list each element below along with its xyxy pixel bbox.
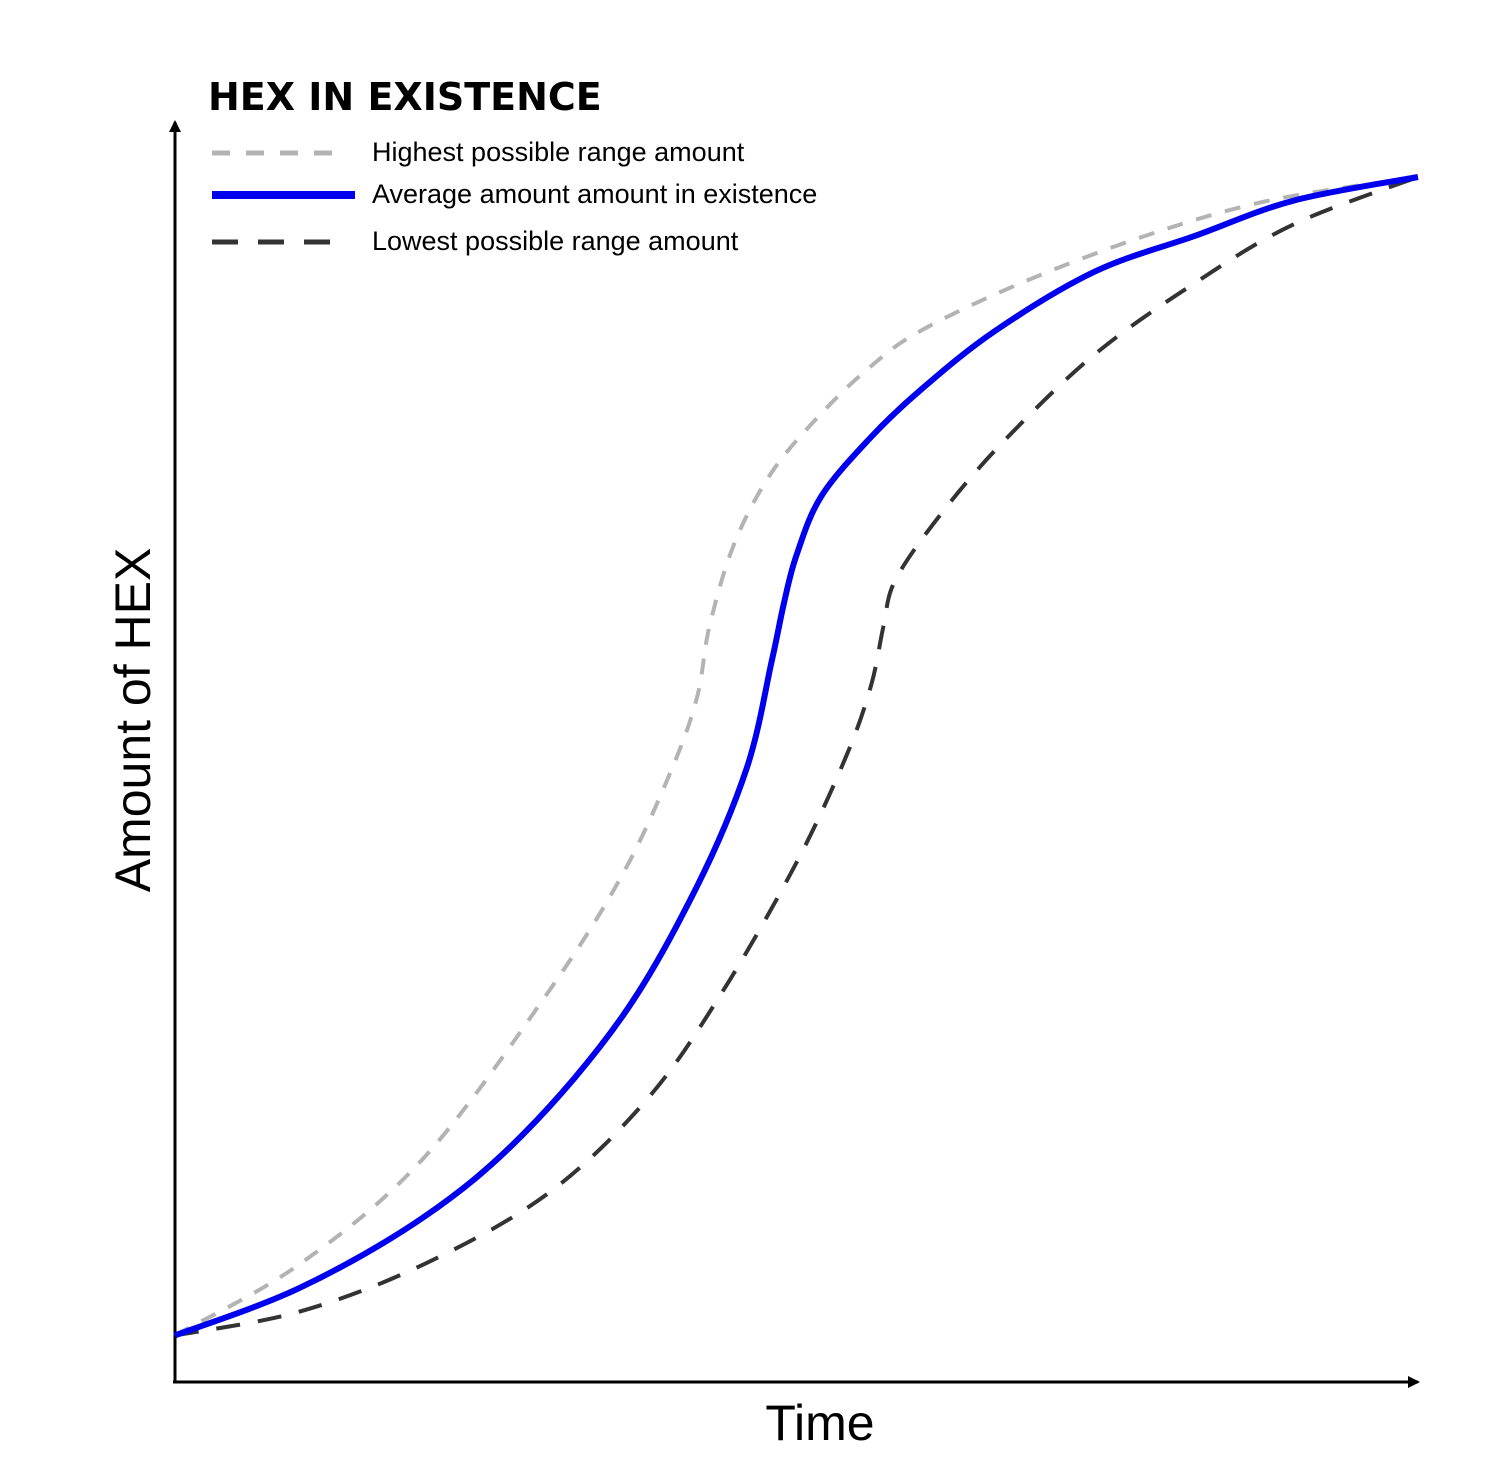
series-layer — [173, 174, 1419, 1339]
series-line-lowest — [174, 175, 1419, 1338]
series-line-average — [173, 174, 1419, 1339]
y-axis-label: Amount of HEX — [105, 548, 161, 893]
legend-label-highest: Highest possible range amount — [372, 137, 745, 167]
series-line-highest — [174, 175, 1419, 1338]
legend: Highest possible range amount Average am… — [212, 137, 817, 256]
chart-title: HEX IN EXISTENCE — [208, 75, 602, 119]
legend-label-lowest: Lowest possible range amount — [372, 226, 739, 256]
legend-label-average: Average amount amount in existence — [372, 179, 817, 209]
x-axis-label: Time — [765, 1395, 874, 1451]
